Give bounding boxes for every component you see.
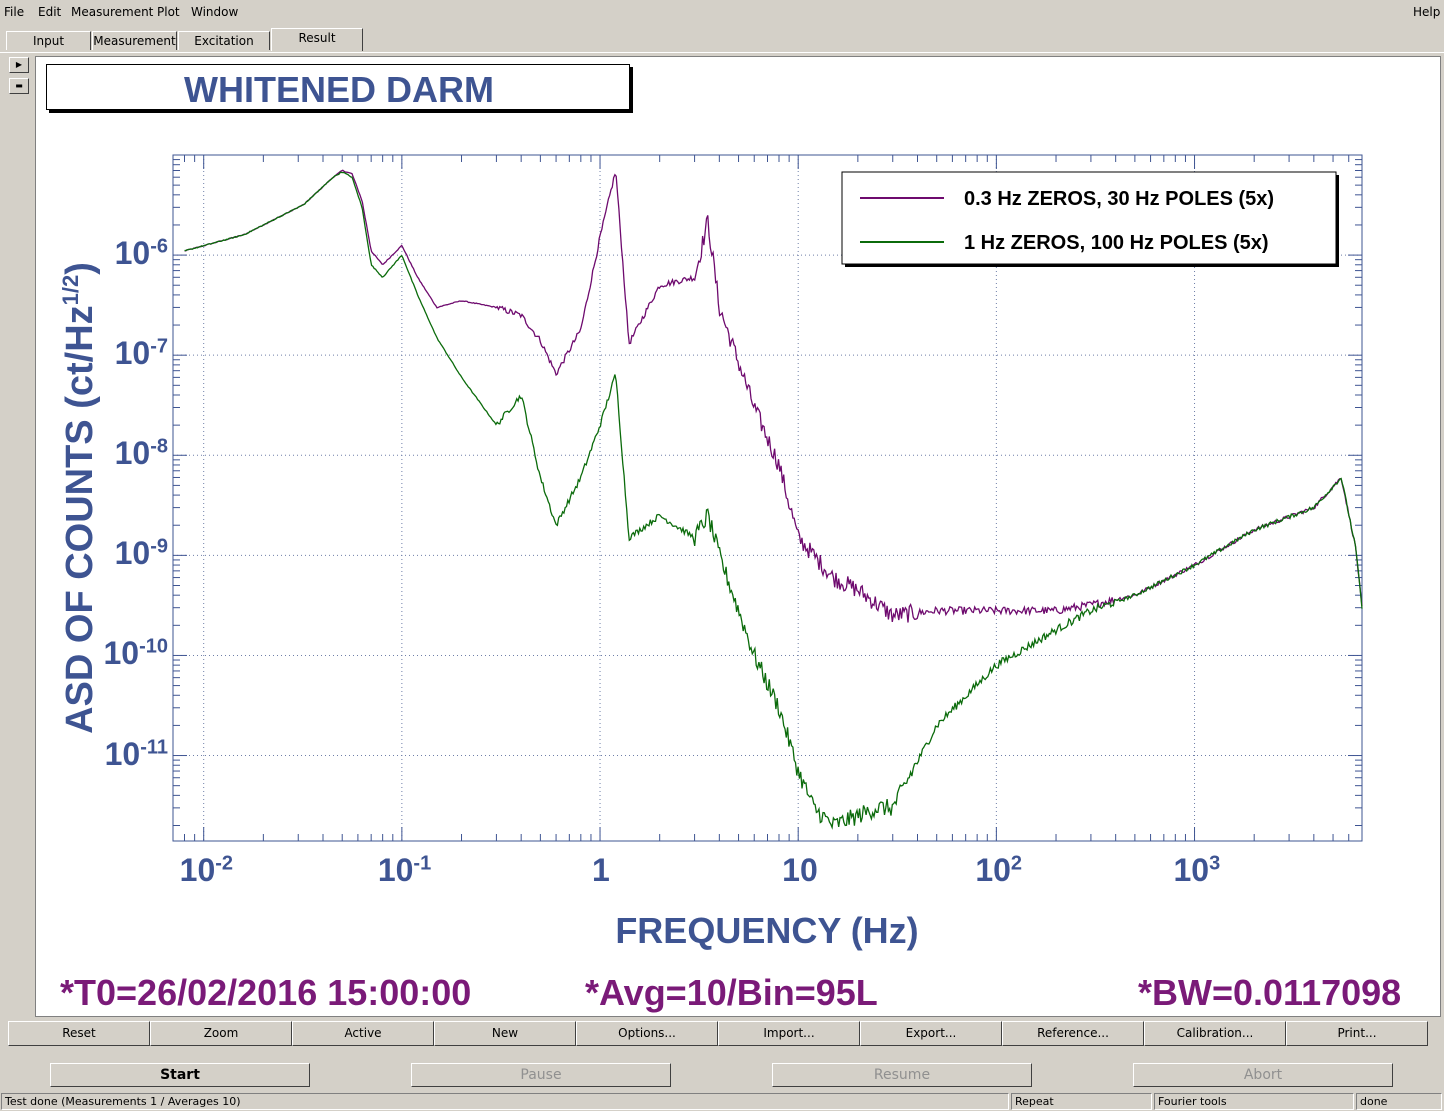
- tab-bar: Input Measurement Excitation Result: [0, 26, 1444, 53]
- collapse-button[interactable]: ▬: [9, 78, 29, 94]
- y-axis-label-close: ): [58, 262, 101, 275]
- abort-button[interactable]: Abort: [1133, 1063, 1393, 1087]
- reset-button[interactable]: Reset: [8, 1021, 150, 1046]
- x-tick-exponent: 3: [1209, 852, 1221, 875]
- status-state: done: [1356, 1093, 1442, 1110]
- y-tick-base: 10: [114, 235, 151, 272]
- options-button[interactable]: Options...: [576, 1021, 718, 1046]
- y-tick-exponent: -6: [150, 235, 168, 258]
- y-tick-label: 10-10: [104, 635, 169, 672]
- pause-button[interactable]: Pause: [411, 1063, 671, 1087]
- status-mode: Repeat: [1011, 1093, 1152, 1110]
- print-button[interactable]: Print...: [1286, 1021, 1428, 1046]
- plot-title-box: WHITENED DARM: [46, 64, 630, 110]
- menu-plot[interactable]: Plot: [157, 5, 180, 19]
- x-tick-exponent: 2: [1010, 852, 1023, 875]
- zoom-button[interactable]: Zoom: [150, 1021, 292, 1046]
- tab-measurement[interactable]: Measurement: [92, 31, 177, 50]
- menu-window[interactable]: Window: [191, 5, 239, 19]
- y-axis-label: ASD OF COUNTS (ct/Hz1/2): [58, 262, 102, 734]
- y-tick-exponent: -8: [150, 435, 168, 458]
- plot-title: WHITENED DARM: [184, 69, 494, 110]
- new-button[interactable]: New: [434, 1021, 576, 1046]
- x-tick-label: 102: [975, 852, 1022, 889]
- legend: 0.3 Hz ZEROS, 30 Hz POLES (5x) 1 Hz ZEROS…: [841, 171, 1339, 267]
- footer-t0: *T0=26/02/2016 15:00:00: [60, 972, 472, 1013]
- tab-input[interactable]: Input: [6, 31, 91, 50]
- menu-edit[interactable]: Edit: [38, 5, 62, 19]
- y-tick-exponent: -9: [150, 535, 168, 558]
- x-tick-base: 1: [592, 852, 610, 888]
- y-axis-label-main: ASD OF COUNTS (ct/Hz: [58, 305, 101, 734]
- expand-arrow-button[interactable]: ▶: [9, 57, 29, 73]
- y-tick-label: 10-11: [105, 736, 168, 773]
- y-tick-label: 10-7: [115, 335, 168, 372]
- menu-bar: File Edit Measurement Plot Window Help: [0, 0, 1444, 26]
- x-tick-label: 103: [1173, 852, 1220, 889]
- x-tick-label: 10-1: [378, 852, 431, 889]
- x-tick-exponent: -2: [215, 852, 234, 875]
- import-button[interactable]: Import...: [718, 1021, 860, 1046]
- start-button[interactable]: Start: [50, 1063, 310, 1087]
- y-tick-base: 10: [114, 335, 151, 372]
- footer-bw: *BW=0.0117098: [1138, 972, 1402, 1013]
- menu-file[interactable]: File: [4, 5, 25, 19]
- x-tick-base: 10: [179, 852, 216, 888]
- y-tick-base: 10: [103, 635, 140, 672]
- y-tick-exponent: -10: [139, 635, 168, 658]
- y-axis-label-exponent: 1/2: [58, 274, 84, 306]
- x-tick-exponent: -1: [413, 852, 432, 875]
- x-tick-base: 10: [782, 852, 818, 888]
- y-tick-label: 10-9: [115, 535, 168, 572]
- tab-excitation[interactable]: Excitation: [178, 31, 270, 50]
- x-tick-base: 10: [377, 852, 414, 888]
- y-tick-label: 10-6: [115, 235, 168, 272]
- x-axis-label: FREQUENCY (Hz): [615, 910, 919, 951]
- legend-label-1: 0.3 Hz ZEROS, 30 Hz POLES (5x): [964, 188, 1274, 210]
- y-tick-base: 10: [114, 435, 151, 472]
- status-tools: Fourier tools: [1154, 1093, 1354, 1110]
- y-tick-exponent: -7: [150, 335, 168, 358]
- y-tick-label: 10-8: [115, 435, 168, 472]
- calibration-button[interactable]: Calibration...: [1144, 1021, 1286, 1046]
- y-tick-base: 10: [114, 535, 151, 572]
- menu-measurement[interactable]: Measurement: [71, 5, 154, 19]
- active-button[interactable]: Active: [292, 1021, 434, 1046]
- plot-frame: [172, 154, 1363, 842]
- footer-avg: *Avg=10/Bin=95L: [585, 972, 878, 1013]
- legend-box: [841, 171, 1337, 265]
- plot-button-row: Reset Zoom Active New Options... Import.…: [8, 1021, 1428, 1046]
- axis-ticks: [172, 154, 1363, 841]
- reference-button[interactable]: Reference...: [1002, 1021, 1144, 1046]
- tab-result[interactable]: Result: [271, 28, 363, 51]
- menu-help[interactable]: Help: [1413, 5, 1441, 19]
- x-tick-base: 10: [975, 852, 1011, 888]
- triangle-right-icon: ▶: [15, 60, 23, 69]
- status-message: Test done (Measurements 1 / Averages 10): [1, 1093, 1009, 1110]
- x-tick-label: 10-2: [180, 852, 233, 889]
- y-tick-base: 10: [104, 735, 141, 772]
- export-button[interactable]: Export...: [860, 1021, 1002, 1046]
- y-tick-exponent: -11: [140, 735, 168, 758]
- resume-button[interactable]: Resume: [772, 1063, 1032, 1087]
- dash-icon: ▬: [15, 81, 23, 90]
- x-tick-label: 1: [592, 852, 610, 889]
- x-tick-base: 10: [1173, 852, 1210, 888]
- x-tick-label: 10: [782, 852, 818, 889]
- legend-label-2: 1 Hz ZEROS, 100 Hz POLES (5x): [964, 232, 1269, 254]
- series-line-2: [184, 171, 1363, 830]
- plot-curves: [184, 169, 1363, 830]
